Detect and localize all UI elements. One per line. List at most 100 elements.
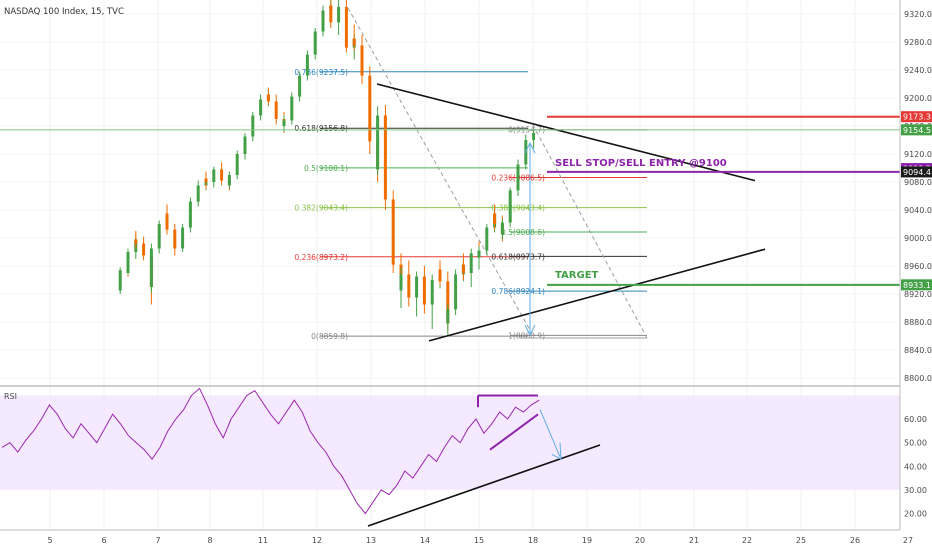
candle-body <box>469 253 473 268</box>
candle-body <box>352 38 356 46</box>
x-tick-label: 5 <box>47 536 52 545</box>
candle-body <box>344 26 348 48</box>
candle-body <box>243 136 247 146</box>
candle-body <box>329 5 333 23</box>
candle-body <box>305 54 309 65</box>
fib-level-label: 0.618(9156.8) <box>294 124 348 133</box>
candle-body <box>157 234 161 249</box>
candle-body <box>134 239 138 244</box>
candle-body <box>251 115 255 128</box>
rsi-tick-label: 60.00 <box>904 415 927 424</box>
x-tick-label: 7 <box>155 536 160 545</box>
candle-body <box>399 274 403 291</box>
rsi-projection-arrowhead <box>551 442 562 461</box>
candle-body <box>142 248 146 256</box>
rsi-tick-label: 20.00 <box>904 509 927 518</box>
candle-body <box>446 309 450 324</box>
candle-body <box>259 99 263 105</box>
x-tick-label: 21 <box>689 536 699 545</box>
candle-body <box>360 57 364 76</box>
x-tick-label: 13 <box>366 536 376 545</box>
candle-body <box>493 213 497 224</box>
candle-body <box>188 213 192 228</box>
fib-level-label: 0.382(9043.4) <box>294 204 348 213</box>
candle-body <box>415 276 419 289</box>
trend-lines <box>376 83 766 342</box>
dashed-channel <box>347 7 648 339</box>
price-tag <box>901 124 932 136</box>
candle-body <box>181 227 185 242</box>
x-axis: 5 6 7 8 11 12 13 14 15 18 19 20 21 22 25 26 27 <box>0 529 913 545</box>
target-annotation: TARGET <box>555 270 599 281</box>
candle-body <box>321 10 325 20</box>
candle-body <box>266 94 270 102</box>
rsi-pane: RSI <box>1 387 601 527</box>
candle-body <box>446 281 450 324</box>
price-tag <box>901 279 932 291</box>
candle-body <box>438 269 442 282</box>
candle-body <box>383 115 387 160</box>
x-tick-label: 27 <box>903 536 913 545</box>
candle-body <box>500 222 504 235</box>
candle-body <box>235 154 239 165</box>
candle-body <box>118 270 122 276</box>
fib-level-label: 0.5(9100.1) <box>304 164 348 173</box>
x-tick-label: 25 <box>796 536 806 545</box>
candle-body <box>485 227 489 240</box>
rsi-label: RSI <box>4 392 17 401</box>
price-tick-label: 9040.0 <box>904 206 932 215</box>
candle-body <box>454 274 458 287</box>
candle-body <box>188 201 192 214</box>
candle-body <box>477 250 481 258</box>
price-tag-label: 9094.4 <box>903 168 931 177</box>
candles <box>118 0 536 335</box>
candle-body <box>313 31 317 42</box>
price-tick-label: 9120.0 <box>904 150 932 159</box>
rsi-tick-label: 30.00 <box>904 486 927 495</box>
x-tick-label: 6 <box>101 536 106 545</box>
x-tick-label: 22 <box>742 536 752 545</box>
price-tag-label: 8933.1 <box>903 281 931 290</box>
candle-body <box>290 96 294 109</box>
candle-body <box>422 287 426 305</box>
candle-body <box>149 259 153 287</box>
candle-body <box>118 285 122 291</box>
price-tag-label: 9173.3 <box>903 113 931 122</box>
candle-body <box>313 42 317 55</box>
candle-body <box>157 224 161 235</box>
candle-body <box>282 120 286 126</box>
price-tick-label: 8960.0 <box>904 262 932 271</box>
candle-body <box>274 110 278 119</box>
candle-body <box>196 185 200 191</box>
price-tag <box>901 111 932 123</box>
candle-body <box>126 260 130 273</box>
rsi-tick-label: 40.00 <box>904 462 927 471</box>
candle-body <box>173 238 177 249</box>
candle-body <box>290 108 294 121</box>
rsi-rising-line <box>489 413 539 451</box>
price-tick-label: 9320.0 <box>904 10 932 19</box>
candle-body <box>368 75 372 102</box>
candle-body <box>430 280 434 298</box>
candle-body <box>298 75 302 86</box>
candle-body <box>461 264 465 273</box>
candle-body <box>149 248 153 259</box>
rsi-tick-label: 50.00 <box>904 439 927 448</box>
fib-level-label: 0.382(9043.4) <box>491 204 545 213</box>
fib-level-label: 1(8860.9) <box>508 331 545 340</box>
candle-body <box>391 199 395 235</box>
rsi-band <box>0 395 900 490</box>
x-tick-label: 19 <box>582 536 592 545</box>
sell-entry-annotation: SELL STOP/SELL ENTRY @9100 <box>555 158 727 169</box>
horizontal-lines <box>0 115 900 286</box>
fib-level-label: 0.236(8973.2) <box>294 253 348 262</box>
x-tick-label: 8 <box>207 536 212 545</box>
fib-level-label: 0(8859.8) <box>311 332 348 341</box>
price-axis-background <box>900 0 932 550</box>
candle-body <box>368 101 372 142</box>
price-tag-label: 9154.5 <box>903 126 931 135</box>
candle-body <box>204 178 208 182</box>
candle-body <box>118 275 122 286</box>
projection-arrowhead <box>524 141 536 154</box>
fib-level-label: 0.5(9008.6) <box>501 228 545 237</box>
